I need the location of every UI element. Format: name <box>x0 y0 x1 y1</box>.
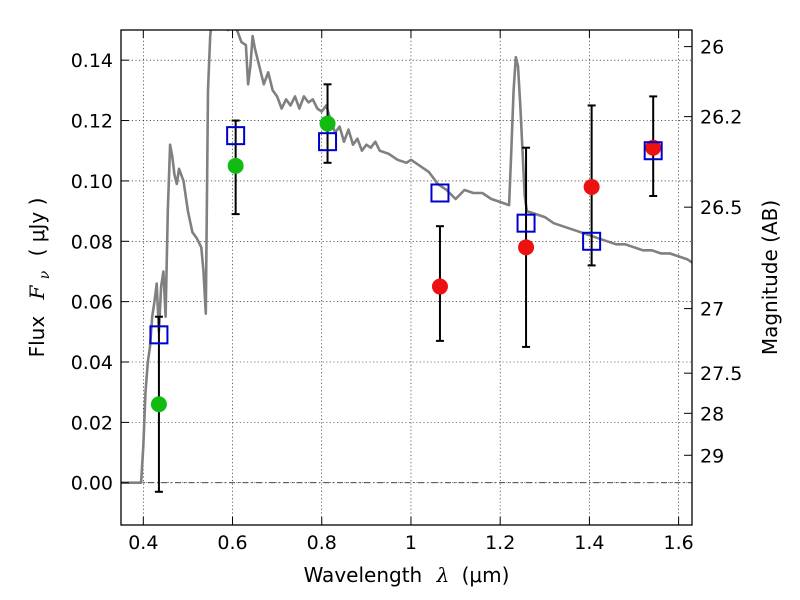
y-tick-label: 0.12 <box>71 111 113 133</box>
spectrum-line <box>121 30 692 484</box>
red-dot <box>518 239 535 256</box>
model-square <box>516 213 536 233</box>
y-tick-label: 0.08 <box>71 231 113 253</box>
y2-tick-label: 26.2 <box>700 107 742 129</box>
green-dot <box>227 157 244 174</box>
x-tick-label: 1.2 <box>485 532 515 554</box>
y2-axis-title: Magnitude (AB) <box>758 200 782 355</box>
x-tick-label: 1.4 <box>574 532 604 554</box>
axes-frame <box>120 29 693 526</box>
y2-tick-label: 27.5 <box>700 363 742 385</box>
y2-tick-label: 26.5 <box>700 197 742 219</box>
y-tick-label: 0.14 <box>71 50 113 72</box>
plot-area <box>121 30 692 493</box>
red-dot <box>431 278 448 295</box>
y2-tick-label: 27 <box>700 299 724 321</box>
y-axis-title: Flux F ν ( μJy ) <box>25 198 54 358</box>
x-tick-label: 1.6 <box>664 532 694 554</box>
y-tick-label: 0.10 <box>71 171 113 193</box>
y-axis-symbol: F <box>25 284 49 300</box>
x-axis-symbol: λ <box>436 563 450 587</box>
y-axis-unit: ( μJy ) <box>25 198 49 257</box>
axis-ticks: 0.4 0.6 0.8 1 1.2 1.4 1.6 0.00 0.02 0.04 0.06 0.08 0… <box>71 30 742 554</box>
green-dot <box>150 396 167 413</box>
y-tick-label: 0.06 <box>71 292 113 314</box>
model-square <box>430 183 450 203</box>
x-axis-title: Wavelength λ (μm) <box>304 563 510 587</box>
green-dot <box>319 115 336 132</box>
x-tick-label: 0.8 <box>307 532 337 554</box>
y2-tick-label: 26 <box>700 37 724 59</box>
model-square <box>643 141 663 161</box>
y-tick-label: 0.04 <box>71 352 113 374</box>
red-dot <box>583 178 600 195</box>
red-dot <box>645 139 662 156</box>
model-square <box>318 132 338 152</box>
y-axis-symbol-subscript: ν <box>37 270 53 279</box>
y2-tick-label: 28 <box>700 403 724 425</box>
model-square <box>149 325 169 345</box>
x-axis-unit: (μm) <box>462 563 510 587</box>
x-axis-title-prefix: Wavelength <box>304 563 423 587</box>
y2-tick-label: 29 <box>700 445 724 467</box>
x-tick-label: 0.4 <box>128 532 158 554</box>
y-tick-label: 0.00 <box>71 473 113 495</box>
y-axis-title-prefix: Flux <box>25 316 49 358</box>
model-square <box>582 231 602 251</box>
model-square <box>226 126 246 146</box>
y-tick-label: 0.02 <box>71 412 113 434</box>
x-tick-label: 0.6 <box>217 532 247 554</box>
x-tick-label: 1 <box>405 532 417 554</box>
